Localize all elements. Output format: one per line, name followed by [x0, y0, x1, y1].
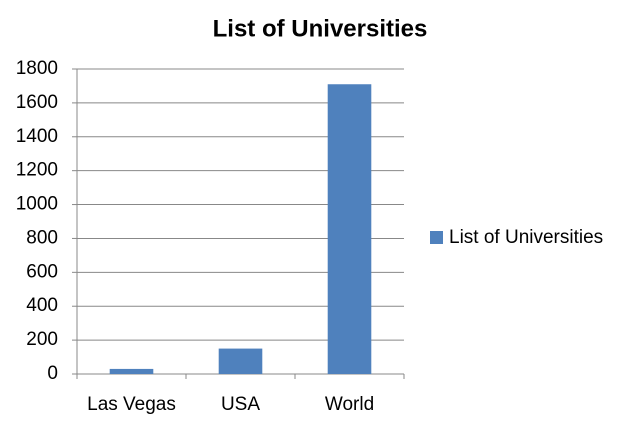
x-tick-label: World [325, 394, 374, 415]
chart-title: List of Universities [213, 15, 428, 42]
y-tick-label: 0 [47, 363, 58, 384]
bar [109, 368, 154, 374]
x-tick-label: USA [221, 394, 260, 415]
y-tick-label: 1400 [16, 126, 58, 147]
x-tick-label: Las Vegas [87, 394, 176, 415]
y-tick-label: 600 [26, 261, 58, 282]
y-tick-label: 1200 [16, 160, 58, 181]
y-tick-label: 1600 [16, 92, 58, 113]
y-tick-label: 400 [26, 295, 58, 316]
legend-label: List of Universities [449, 227, 603, 248]
y-tick-label: 800 [26, 227, 58, 248]
bar [327, 84, 372, 374]
y-tick-label: 1000 [16, 194, 58, 215]
bar [218, 348, 263, 374]
y-tick-label: 1800 [16, 58, 58, 79]
legend-swatch [430, 231, 443, 244]
y-tick-label: 200 [26, 329, 58, 350]
